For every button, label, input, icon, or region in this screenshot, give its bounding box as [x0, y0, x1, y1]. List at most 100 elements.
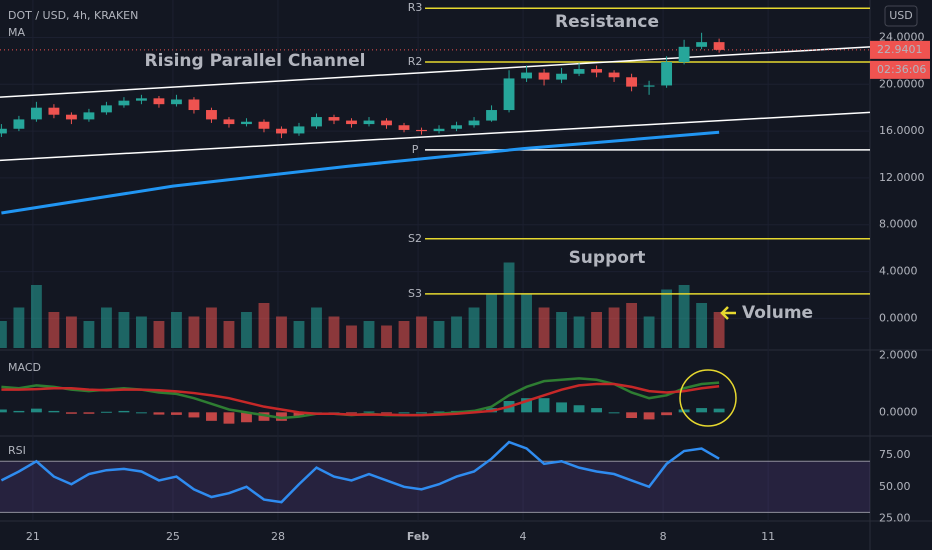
- candle-body: [521, 72, 532, 79]
- volume-bar: [451, 316, 462, 348]
- y-tick-label: 12.0000: [879, 171, 925, 184]
- macd-histogram-bar: [363, 411, 375, 413]
- candle-body: [591, 69, 602, 73]
- candle-body: [328, 117, 340, 121]
- volume-bar: [206, 307, 217, 348]
- volume-bar: [311, 307, 322, 348]
- countdown-label: 02:36:06: [877, 63, 926, 76]
- macd-line: [1, 382, 720, 417]
- candle-body: [136, 98, 147, 101]
- volume-bar: [538, 307, 550, 348]
- volume-bar: [65, 316, 77, 348]
- macd-histogram-bar: [136, 412, 147, 414]
- volume-bar: [468, 307, 480, 348]
- macd-histogram-bar: [538, 398, 550, 413]
- macd-histogram-bar: [101, 411, 112, 413]
- volume-bar: [171, 312, 182, 348]
- pivot-label: P: [412, 143, 419, 156]
- volume-bar: [293, 321, 305, 348]
- macd-histogram-bar: [206, 412, 217, 421]
- pivot-label: S3: [408, 287, 422, 300]
- rsi-label: RSI: [8, 444, 26, 457]
- volume-bar: [118, 312, 130, 348]
- candle-body: [0, 128, 7, 134]
- macd-histogram-bar: [643, 412, 655, 420]
- candle-body: [486, 110, 497, 121]
- currency-box: [884, 5, 918, 27]
- macd-histogram-bar: [293, 412, 305, 417]
- pivot-label: S2: [408, 232, 422, 245]
- macd-histogram-bar: [65, 412, 77, 414]
- macd-histogram-bar: [398, 412, 410, 414]
- macd-histogram-bar: [258, 412, 270, 421]
- volume-bar: [30, 285, 42, 348]
- candle-body: [13, 119, 25, 129]
- macd-histogram-bar: [661, 412, 673, 416]
- highlight-circle: [679, 369, 737, 427]
- annotation: Support: [569, 248, 646, 268]
- volume-bar: [346, 325, 357, 348]
- candle-body: [241, 121, 252, 125]
- macd-histogram-bar: [608, 412, 620, 414]
- pivot-label: R3: [408, 1, 423, 14]
- volume-bar: [626, 303, 638, 348]
- candle-body: [381, 120, 392, 126]
- volume-bar: [713, 312, 725, 348]
- candle-body: [65, 114, 77, 120]
- y-tick-label: 0.0000: [879, 405, 918, 418]
- volume-bar: [223, 321, 235, 348]
- volume-bar: [241, 312, 252, 348]
- y-tick-label: 25.00: [879, 512, 911, 525]
- macd-histogram-bar: [521, 398, 532, 413]
- rsi-band: [0, 461, 870, 513]
- volume-bar: [433, 321, 445, 348]
- macd-histogram-bar: [48, 410, 60, 413]
- macd-histogram-bar: [416, 412, 427, 414]
- volume-bar: [486, 294, 497, 348]
- volume-bar: [503, 262, 515, 348]
- volume-bar: [556, 312, 567, 348]
- macd-histogram-bar: [696, 408, 708, 413]
- candle-body: [101, 105, 112, 113]
- candle-body: [223, 119, 235, 125]
- candle-body: [346, 120, 357, 125]
- volume-bar: [608, 307, 620, 348]
- candle-body: [503, 78, 515, 111]
- macd-histogram-bar: [626, 412, 638, 418]
- volume-bar: [591, 312, 602, 348]
- x-tick-label: 11: [761, 530, 775, 543]
- candle-body: [258, 121, 270, 129]
- macd-histogram-bar: [171, 412, 182, 415]
- y-tick-label: 50.00: [879, 480, 911, 493]
- y-tick-label: 8.0000: [879, 218, 918, 231]
- macd-histogram-bar: [573, 405, 585, 413]
- macd-histogram-bar: [556, 402, 567, 413]
- macd-histogram-bar: [346, 412, 357, 414]
- candle-body: [153, 98, 165, 105]
- macd-histogram-bar: [678, 409, 690, 413]
- volume-bar: [398, 321, 410, 348]
- pivot-label: R2: [408, 55, 423, 68]
- macd-histogram-bar: [241, 412, 252, 423]
- macd-histogram-bar: [223, 412, 235, 424]
- x-tick-label: 21: [26, 530, 40, 543]
- candle-body: [451, 125, 462, 129]
- volume-bar: [381, 325, 392, 348]
- channel-line: [0, 111, 871, 162]
- volume-bar: [48, 312, 60, 348]
- symbol-title: DOT / USD, 4h, KRAKEN: [8, 9, 138, 22]
- volume-bar: [83, 321, 95, 348]
- vol-layer: [0, 262, 725, 348]
- candle-body: [416, 129, 427, 132]
- macd-histogram-bar: [153, 412, 165, 415]
- macd-histogram-bar: [13, 410, 25, 413]
- candle-body: [48, 107, 60, 115]
- candle-body: [311, 117, 322, 127]
- volume-bar: [136, 316, 147, 348]
- x-tick-label: Feb: [407, 530, 430, 543]
- candle-body: [678, 46, 690, 63]
- x-tick-label: 25: [166, 530, 180, 543]
- macd-histogram-bar: [591, 408, 602, 413]
